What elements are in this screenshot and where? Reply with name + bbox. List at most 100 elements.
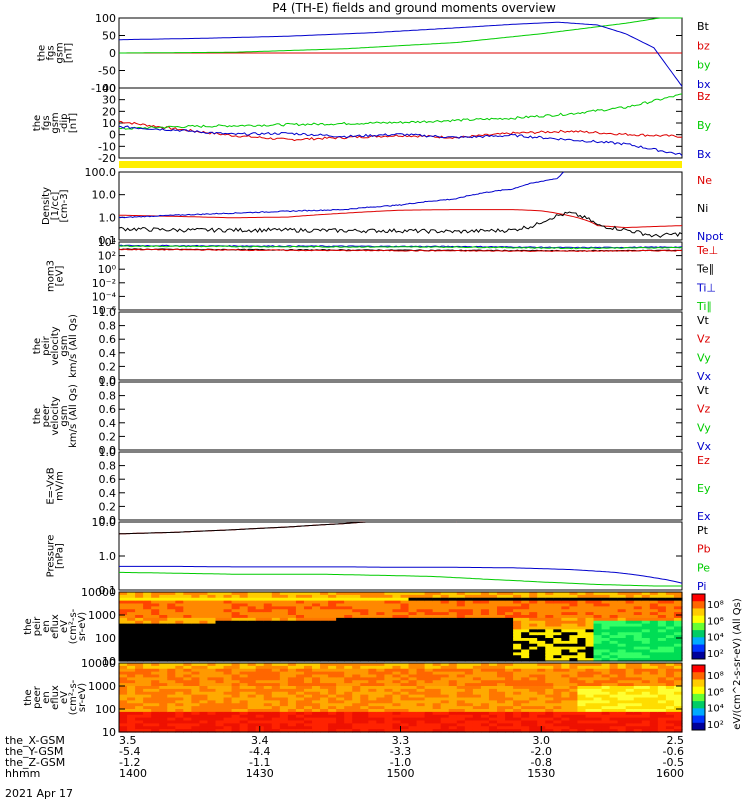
y-tick-label: 10⁻² [92, 277, 116, 290]
y-tick-label: 0.8 [99, 390, 117, 403]
panel-frame [118, 591, 683, 662]
colorbar-segment [692, 708, 705, 717]
legend-vt: Vt [697, 384, 710, 397]
y-label-line: peir [41, 335, 52, 355]
panel-frame [118, 171, 683, 241]
quality-flag-bar [119, 161, 682, 168]
panel-frame [118, 381, 683, 451]
legend-ti: Ti⊥ [696, 281, 716, 294]
y-tick-label: 0.4 [99, 347, 117, 360]
x-value-label: -5.4 [119, 745, 140, 758]
y-label-line: the [32, 408, 43, 424]
y-label-line: gsm [50, 112, 61, 133]
x-value-label: -0.8 [531, 756, 552, 769]
y-tick-label: 10⁰ [98, 263, 117, 276]
y-tick-label: 100 [95, 12, 116, 25]
y-tick-label: 10⁻⁴ [92, 290, 117, 303]
legend-by: by [697, 59, 711, 72]
x-value-label: -0.5 [663, 756, 684, 769]
colorbar-segment [692, 651, 705, 660]
y-tick-label: 0 [109, 129, 116, 142]
panel-frame [118, 241, 683, 311]
y-tick-label: 10 [102, 117, 116, 130]
y-tick-label: 0.0 [99, 444, 117, 457]
series-ne-line [119, 209, 683, 229]
y-tick-label: 40 [102, 82, 116, 95]
colorbar-segment [692, 693, 705, 702]
panel-3: 100.0 10.0 1.0 0.1 Density[1/cc][cm-3] Ne Ni Np… [41, 166, 724, 247]
legend-bz: Bz [697, 90, 711, 103]
legend-ti: Ti∥ [696, 300, 712, 313]
panel-10: 10000 1000 100 10 thepeerenefluxeV(cm²-s-sr-… [23, 657, 724, 739]
y-tick-label: 0.8 [99, 460, 117, 473]
y-tick-label: 1.0 [99, 306, 117, 319]
y-tick-label: 10.0 [92, 516, 117, 529]
y-tick-label: 0.4 [99, 417, 117, 430]
y-label-line: the [23, 689, 34, 705]
y-tick-label: 1.0 [99, 446, 117, 459]
legend-bt: Bt [697, 20, 710, 33]
x-row-label: the_X-GSM [5, 734, 65, 747]
legend-vz: Vz [697, 403, 711, 416]
colorbar-tick-label: 10⁶ [707, 616, 724, 627]
series-pi-line [119, 565, 683, 584]
y-label-line: fgs [46, 45, 57, 60]
y-tick-label: -50 [98, 65, 116, 78]
spectrogram [119, 663, 683, 733]
x-value-label: 1530 [527, 767, 555, 780]
y-tick-label: -10 [98, 140, 116, 153]
y-label-line: [nT] [68, 113, 79, 133]
y-tick-label: 30 [102, 94, 116, 107]
colorbar: 10⁸ 10⁶ 10⁴ 10² [691, 664, 724, 731]
y-label-line: eV [59, 620, 70, 633]
y-tick-label: 10 [102, 726, 116, 739]
colorbar-frame [691, 664, 706, 731]
colorbar-tick-label: 10² [707, 649, 724, 660]
legend-vy: Vy [697, 421, 711, 434]
x-value-label: -2.0 [531, 745, 552, 758]
y-tick-label: 0.0 [99, 374, 117, 387]
y-tick-label: 0.1 [99, 234, 117, 247]
panels: 100500-50-100thefgsgsm[nT]Btbzbybx403020… [23, 12, 743, 739]
y-tick-label: 0.2 [99, 360, 117, 373]
y-tick-label: 0.4 [99, 487, 117, 500]
y-tick-label: 1000 [88, 609, 116, 622]
legend-pb: Pb [697, 543, 711, 556]
y-axis-label: Density[1/cc][cm-3] [41, 187, 70, 225]
y-label-line: velocity [50, 396, 61, 435]
series-pe-line [119, 571, 682, 587]
colorbar-tick-label: 10² [707, 720, 724, 731]
y-label-line: Pressure [46, 535, 57, 578]
series-te-line [118, 248, 683, 253]
y-tick-label: 100.0 [85, 166, 117, 179]
y-label-line: peer [32, 685, 43, 709]
colorbar: 10⁸ 10⁶ 10⁴ 10² [691, 593, 724, 660]
colorbar-segment [692, 594, 705, 602]
series-bx-line [119, 21, 683, 87]
legend-npot: Npot [697, 230, 724, 243]
colorbar-segment [692, 672, 705, 680]
x-row-label: the_Z-GSM [5, 756, 65, 769]
y-tick-label: 0.6 [99, 403, 117, 416]
y-label-line: the [32, 115, 43, 131]
y-tick-label: 50 [102, 30, 116, 43]
panel-8: 10.0 1.0 0.1 Pressure[nPa] Pt Pb Pe Pi [46, 516, 711, 597]
legend-bx: Bx [697, 148, 712, 161]
x-axis-annotation: the_X-GSM 3.5 3.4 3.3 3.0 2.5 the_Y-GSM -5.4 -4.… [5, 726, 684, 780]
legend-vx: Vx [697, 440, 712, 453]
y-tick-label: -100 [91, 82, 116, 95]
series-npot-line [118, 171, 565, 219]
y-tick-label: 0.2 [99, 500, 117, 513]
y-tick-label: 10⁴ [98, 236, 117, 249]
colorbar-segment [692, 686, 705, 695]
panel-5: 1.00.80.60.40.20.0thepeirvelocitygsmkm/s… [32, 306, 712, 387]
legend-ex: Ex [697, 510, 711, 523]
y-tick-label: 20 [102, 105, 116, 118]
colorbar-segment [692, 679, 705, 688]
date-label: 2021 Apr 17 [5, 787, 73, 800]
colorbar-tick-label: 10⁴ [707, 633, 724, 644]
series-by-line [119, 17, 682, 54]
